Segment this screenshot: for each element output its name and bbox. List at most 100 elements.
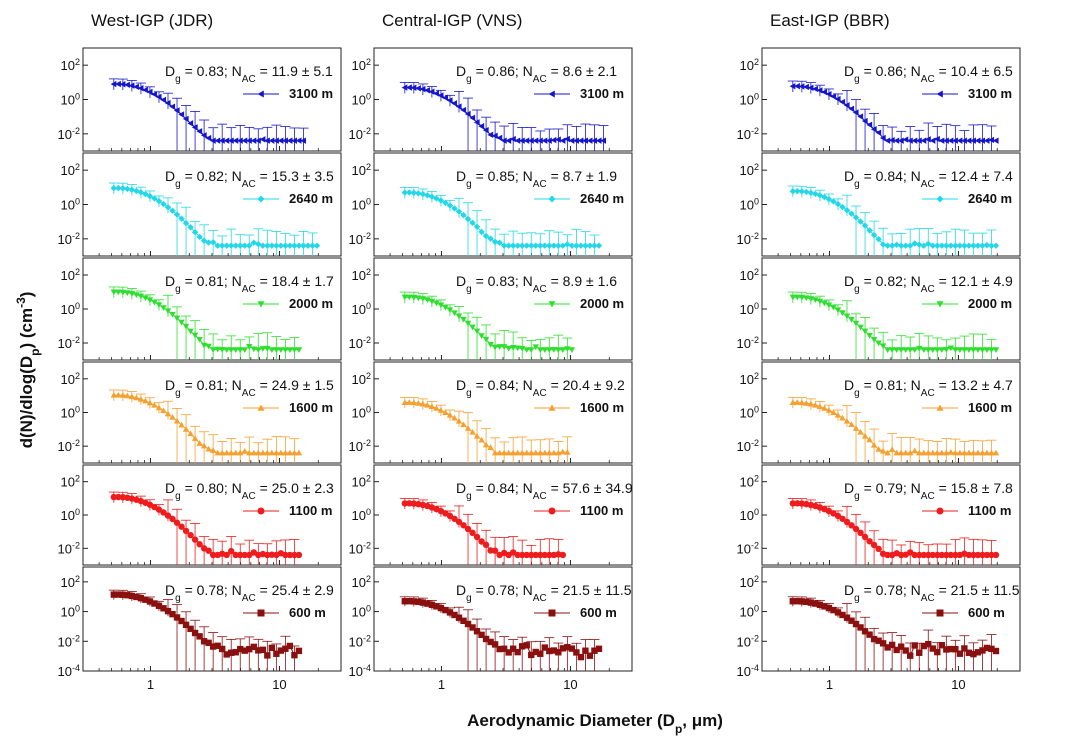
dg-nac-annotation: Dg = 0.78; NAC = 25.4 ± 2.9 [165, 582, 334, 604]
data-point [907, 347, 914, 353]
data-point [496, 449, 503, 456]
data-point [228, 649, 235, 656]
data-point [455, 103, 462, 110]
panel: 10-2 100 102 Dg = 0.86; NAC = 8.6 ± 2.13100… [349, 47, 633, 152]
data-point [821, 193, 828, 201]
data-point [857, 218, 864, 225]
data-point [803, 83, 809, 91]
legend-marker [936, 507, 944, 515]
data-point [893, 137, 900, 144]
x-tick-label: 10 [951, 677, 965, 692]
y-tick-label: 102 [740, 267, 759, 283]
data-point [273, 137, 279, 144]
data-point [295, 449, 303, 456]
data-point [250, 643, 257, 651]
legend-entry: 1100 m [534, 503, 623, 518]
data-point [187, 328, 194, 335]
data-point [519, 449, 526, 456]
data-point [119, 392, 127, 398]
data-point [528, 347, 535, 353]
data-point [956, 650, 964, 657]
data-point [164, 99, 171, 107]
data-point [401, 598, 409, 605]
data-point [273, 449, 280, 456]
data-point [523, 642, 530, 649]
data-point [295, 242, 303, 249]
data-point [789, 83, 796, 90]
error-bars [399, 81, 609, 151]
data-point [164, 308, 172, 315]
data-markers [789, 82, 999, 144]
data-point [491, 449, 499, 456]
dg-nac-annotation: Dg = 0.84; NAC = 57.6 ± 34.9 [456, 480, 633, 502]
data-point [209, 551, 217, 559]
data-point [843, 518, 851, 526]
data-point [807, 400, 815, 407]
data-point [550, 242, 558, 249]
data-point [241, 447, 248, 454]
column-title: East-IGP (BBR) [770, 11, 890, 30]
data-point [920, 242, 927, 249]
data-point [920, 551, 927, 559]
data-point [160, 407, 167, 414]
data-point [523, 347, 530, 353]
y-tick-label: 100 [61, 301, 80, 317]
data-point [550, 449, 558, 456]
data-point [300, 242, 307, 249]
data-point [146, 297, 154, 304]
data-point [433, 300, 440, 307]
data-point [988, 449, 995, 456]
data-point [839, 310, 846, 317]
data-point [264, 551, 271, 559]
data-point [961, 242, 968, 249]
data-point [196, 233, 203, 241]
data-point [546, 449, 553, 456]
data-point [875, 445, 882, 452]
data-point [182, 425, 190, 432]
data-point [532, 344, 539, 351]
x-tick-label: 1 [438, 677, 445, 692]
data-point [500, 137, 507, 144]
data-point [446, 202, 454, 209]
data-point [586, 242, 594, 249]
data-point [182, 115, 189, 123]
data-point [232, 347, 239, 353]
legend-marker [548, 507, 556, 515]
data-point [173, 211, 181, 218]
data-point [532, 137, 539, 144]
data-point [286, 137, 293, 144]
data-point [155, 404, 163, 411]
data-point [591, 647, 598, 654]
data-point [861, 628, 869, 635]
data-point [164, 512, 172, 519]
data-point [925, 449, 932, 456]
data-point [902, 449, 909, 456]
data-point [146, 88, 153, 96]
data-point [992, 242, 1000, 249]
data-point [223, 651, 230, 658]
legend-marker [257, 404, 265, 411]
dg-nac-annotation: Dg = 0.86; NAC = 8.6 ± 2.1 [456, 63, 617, 85]
data-point [200, 442, 208, 449]
data-point [419, 599, 427, 606]
data-point [115, 80, 121, 88]
dg-nac-annotation: Dg = 0.79; NAC = 15.8 ± 7.8 [844, 480, 1013, 502]
data-point [286, 347, 294, 353]
data-point [478, 436, 485, 443]
data-point [469, 219, 476, 227]
data-point [451, 414, 458, 421]
data-point [119, 81, 126, 88]
data-point [469, 529, 476, 537]
legend-marker [936, 609, 944, 617]
data-point [979, 137, 986, 144]
data-point [559, 448, 567, 455]
data-point [816, 298, 824, 305]
data-point [956, 137, 963, 144]
data-point [798, 399, 806, 406]
data-point [246, 646, 253, 653]
legend-marker [936, 90, 943, 98]
y-tick-label: 100 [352, 507, 371, 523]
data-point [191, 435, 199, 441]
data-point [979, 449, 986, 456]
data-point [142, 295, 149, 302]
